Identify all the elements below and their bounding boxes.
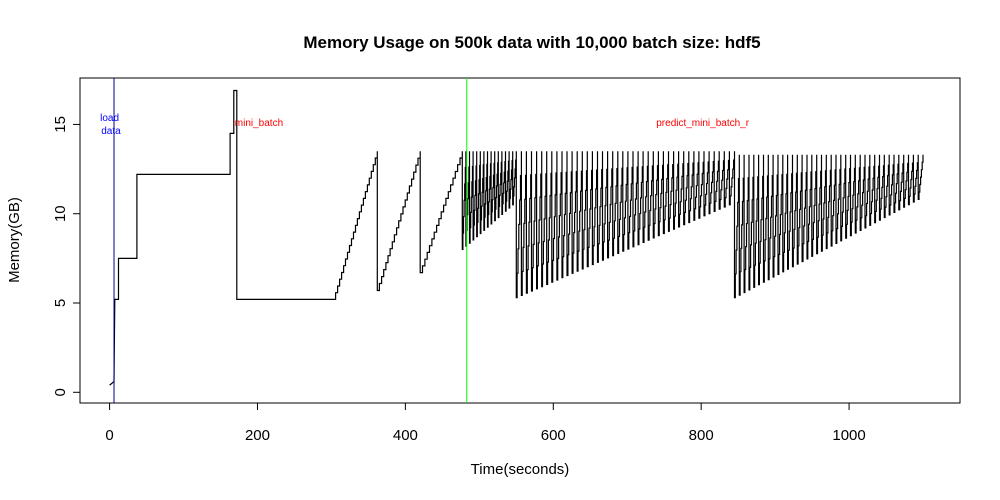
annotation-line: predict_mini_batch_r	[656, 118, 749, 129]
x-tick-label: 200	[245, 427, 270, 444]
x-tick-label: 800	[689, 427, 714, 444]
x-axis-label: Time(seconds)	[471, 461, 570, 478]
y-axis-label: Memory(GB)	[6, 197, 23, 283]
x-tick-label: 0	[105, 427, 113, 444]
predict-mini-batch-annotation: predict_mini_batch_r	[656, 118, 749, 129]
memory-series	[109, 89, 924, 386]
y-tick-label: 10	[52, 205, 69, 222]
x-axis: 0 200 400 600 800 1000	[105, 402, 866, 444]
y-tick-label: 5	[52, 299, 69, 307]
annotation-line: data	[98, 126, 121, 137]
x-tick-label: 400	[393, 427, 418, 444]
memory-line	[109, 89, 924, 386]
plot-frame	[79, 77, 961, 404]
annotation-line: mini_batch	[235, 118, 283, 129]
y-tick-label: 0	[52, 388, 69, 396]
y-axis: 0 5 10 15	[52, 116, 81, 396]
event-lines	[113, 78, 468, 403]
chart-title: Memory Usage on 500k data with 10,000 ba…	[303, 33, 760, 52]
load-data-annotation: load data	[98, 113, 121, 137]
mini-batch-annotation: mini_batch	[235, 118, 283, 129]
annotations: load data mini_batch predict_mini_batch_r	[98, 113, 749, 137]
annotation-line: load	[100, 113, 119, 124]
y-tick-label: 15	[52, 116, 69, 133]
x-tick-label: 600	[541, 427, 566, 444]
x-tick-label: 1000	[832, 427, 865, 444]
